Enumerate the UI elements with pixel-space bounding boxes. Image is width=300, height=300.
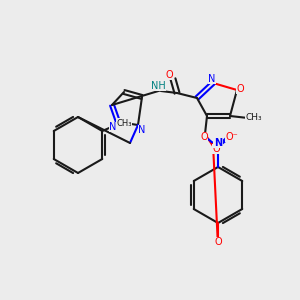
Text: O: O	[212, 144, 220, 154]
Text: O⁻: O⁻	[226, 132, 238, 142]
Text: O: O	[165, 70, 173, 80]
Text: N: N	[208, 74, 216, 84]
Text: NH: NH	[151, 81, 165, 91]
Text: O: O	[214, 237, 222, 247]
Text: CH₃: CH₃	[116, 118, 132, 127]
Text: N: N	[138, 125, 146, 135]
Text: N: N	[109, 122, 117, 132]
Text: O: O	[200, 132, 208, 142]
Text: O: O	[236, 84, 244, 94]
Text: N: N	[214, 138, 222, 148]
Text: CH₃: CH₃	[246, 113, 262, 122]
